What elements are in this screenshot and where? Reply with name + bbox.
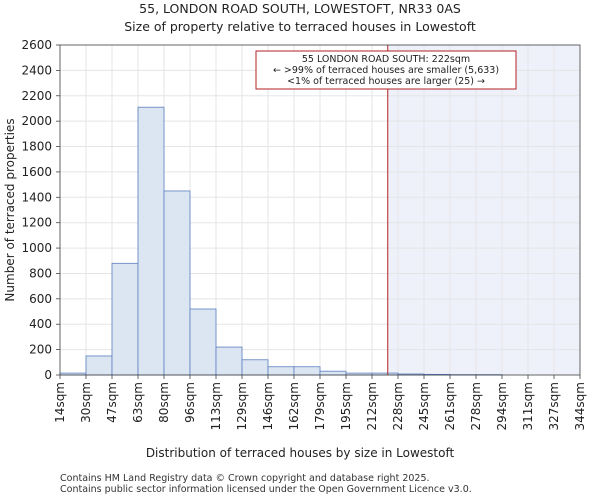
bars <box>59 45 503 376</box>
bar-63sqm <box>137 106 165 376</box>
x-tick-labels: 14sqm 30sqm 47sqm 63sqm 80sqm 96sqm 113sqm 129s… <box>53 375 587 430</box>
chart-title: 55, LONDON ROAD SOUTH, LOWESTOFT, NR33 0… <box>139 1 461 16</box>
bar-113sqm <box>215 346 243 376</box>
y-tick-1800: 1800 <box>21 140 52 154</box>
x-tick-294sqm: 294sqm <box>495 382 509 430</box>
larger-region-highlight <box>387 45 580 375</box>
x-tick-195sqm: 195sqm <box>339 382 353 430</box>
x-tick-47sqm: 47sqm <box>105 382 119 423</box>
annotation-line-1: 55 LONDON ROAD SOUTH: 222sqm <box>302 54 470 65</box>
bar-80sqm <box>163 190 191 376</box>
x-tick-212sqm: 212sqm <box>365 382 379 430</box>
x-tick-129sqm: 129sqm <box>235 382 249 430</box>
x-tick-228sqm: 228sqm <box>391 382 405 430</box>
bar-179sqm <box>319 370 347 376</box>
x-tick-311sqm: 311sqm <box>521 382 535 430</box>
x-tick-113sqm: 113sqm <box>209 382 223 430</box>
y-axis-label: Number of terraced properties <box>3 118 17 301</box>
y-tick-200: 200 <box>29 343 52 357</box>
chart-subtitle: Size of property relative to terraced ho… <box>124 19 476 34</box>
x-tick-14sqm: 14sqm <box>53 382 67 423</box>
y-tick-1600: 1600 <box>21 165 52 179</box>
y-tick-labels: 0 200 400 600 800 1000 1200 1400 1600 1800 2000 220… <box>21 38 60 382</box>
y-tick-2000: 2000 <box>21 114 52 128</box>
bar-146sqm <box>267 366 295 376</box>
y-tick-1400: 1400 <box>21 190 52 204</box>
x-tick-179sqm: 179sqm <box>313 382 327 430</box>
annotation-line-3: <1% of terraced houses are larger (25) → <box>287 76 485 87</box>
x-axis-label: Distribution of terraced houses by size … <box>146 446 455 460</box>
x-tick-80sqm: 80sqm <box>157 382 171 423</box>
y-tick-800: 800 <box>29 266 52 280</box>
bar-96sqm <box>189 308 217 376</box>
y-tick-1200: 1200 <box>21 216 52 230</box>
x-tick-162sqm: 162sqm <box>287 382 301 430</box>
y-tick-400: 400 <box>29 317 52 331</box>
bar-47sqm <box>111 262 139 376</box>
footer-line-2: Contains public sector information licen… <box>60 484 472 495</box>
property-annotation: 55 LONDON ROAD SOUTH: 222sqm ← >99% of t… <box>255 50 517 90</box>
bar-129sqm <box>241 359 269 376</box>
y-tick-2400: 2400 <box>21 63 52 77</box>
annotation-box <box>255 50 517 90</box>
y-tick-1000: 1000 <box>21 241 52 255</box>
bar-30sqm <box>85 355 113 376</box>
y-tick-0: 0 <box>44 368 52 382</box>
x-tick-146sqm: 146sqm <box>261 382 275 430</box>
x-tick-96sqm: 96sqm <box>183 382 197 423</box>
x-tick-245sqm: 245sqm <box>417 382 431 430</box>
y-tick-2200: 2200 <box>21 89 52 103</box>
annotation-line-2: ← >99% of terraced houses are smaller (5… <box>273 65 499 76</box>
x-tick-30sqm: 30sqm <box>79 382 93 423</box>
x-tick-261sqm: 261sqm <box>443 382 457 430</box>
y-tick-2600: 2600 <box>21 38 52 52</box>
bar-162sqm <box>293 366 321 376</box>
x-tick-278sqm: 278sqm <box>469 382 483 430</box>
x-tick-344sqm: 344sqm <box>573 382 587 430</box>
x-tick-327sqm: 327sqm <box>547 382 561 430</box>
y-tick-600: 600 <box>29 292 52 306</box>
x-tick-63sqm: 63sqm <box>131 382 145 423</box>
footer-line-1: Contains HM Land Registry data © Crown c… <box>60 473 430 484</box>
